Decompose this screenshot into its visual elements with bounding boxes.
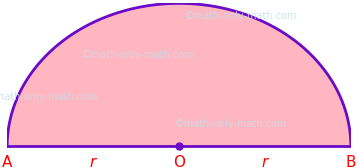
Text: r: r: [262, 155, 268, 168]
Text: ©math-only-math.com: ©math-only-math.com: [185, 11, 297, 21]
Text: ©math-only-math.com: ©math-only-math.com: [82, 50, 194, 60]
Text: r: r: [90, 155, 96, 168]
Text: B: B: [345, 155, 356, 168]
Text: ©math-only-math.com: ©math-only-math.com: [0, 92, 98, 102]
Text: ©math-only-math.com: ©math-only-math.com: [174, 119, 287, 129]
Polygon shape: [7, 3, 351, 146]
Text: O: O: [173, 155, 185, 168]
Text: A: A: [2, 155, 12, 168]
